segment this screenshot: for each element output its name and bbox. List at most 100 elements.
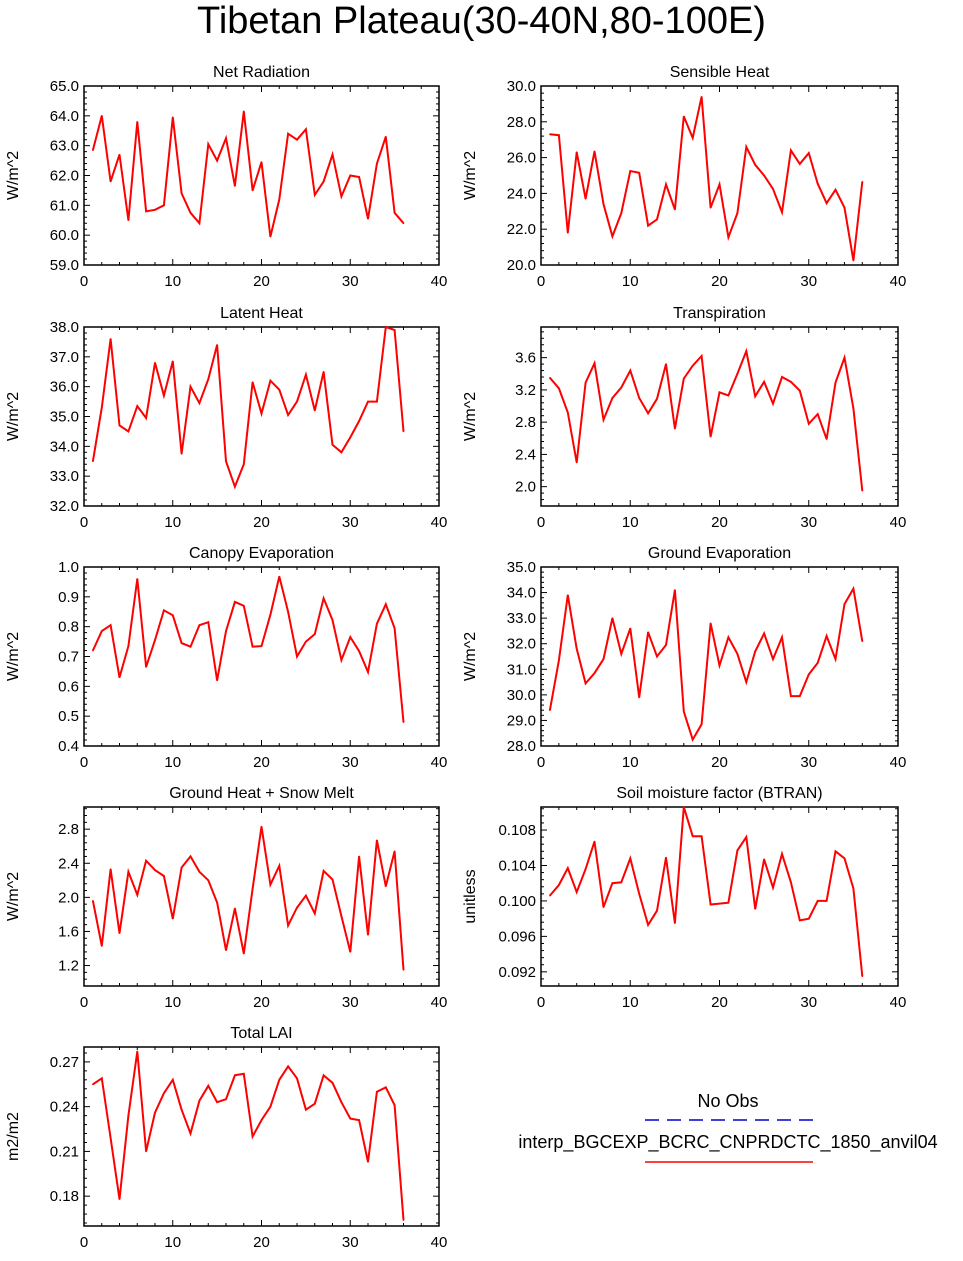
data-point	[825, 900, 828, 902]
data-point	[763, 632, 765, 635]
data-point	[384, 603, 387, 606]
panel-canopy-evaporation: Canopy Evaporation W/m^2 0 10 20 30 40 0.4 0.5 0.…	[5, 545, 447, 771]
y-tick-label: 63.0	[50, 138, 79, 155]
data-point	[736, 212, 739, 214]
data-point	[656, 218, 658, 221]
data-point	[145, 666, 147, 668]
data-point	[393, 329, 396, 331]
data-point	[313, 409, 316, 412]
data-point	[647, 924, 649, 926]
data-point	[340, 195, 343, 198]
data-point	[260, 645, 263, 647]
data-point	[754, 395, 756, 398]
data-point	[558, 387, 560, 390]
data-point	[638, 172, 640, 174]
data-point	[180, 642, 183, 644]
x-tick-label: 30	[800, 514, 817, 531]
data-point	[242, 463, 245, 466]
data-point	[305, 128, 307, 131]
y-tick-label: 22.0	[507, 221, 536, 238]
y-tick-label: 0.108	[498, 822, 536, 839]
x-tick-label: 0	[537, 994, 545, 1011]
data-point	[584, 381, 587, 384]
panel-title: Sensible Heat	[670, 64, 770, 81]
x-tick-label: 0	[537, 514, 545, 531]
x-tick-label: 30	[342, 1234, 359, 1251]
x-tick-label: 20	[253, 994, 270, 1011]
data-point	[305, 1108, 307, 1111]
x-tick-label: 20	[711, 994, 728, 1011]
data-point	[763, 381, 765, 383]
data-point	[834, 189, 837, 191]
y-tick-label: 24.0	[507, 185, 536, 202]
x-tick-label: 30	[800, 273, 817, 290]
data-point	[163, 875, 165, 877]
plot-frame	[83, 1046, 440, 1227]
data-point	[198, 222, 201, 225]
data-point	[843, 206, 846, 209]
data-point	[313, 194, 316, 196]
data-point	[109, 338, 112, 340]
data-point	[305, 373, 307, 376]
data-point	[207, 143, 210, 145]
data-point	[825, 635, 828, 637]
data-point	[180, 192, 183, 195]
data-point	[772, 886, 774, 889]
y-tick-label: 0.6	[58, 678, 79, 695]
y-tick-label: 0.21	[50, 1143, 79, 1160]
data-point	[807, 422, 810, 425]
data-point	[861, 975, 864, 978]
panel-transpiration: Transpiration W/m^2 0 10 20 30 40 2.0 2.4 2.8 3.2 3…	[462, 305, 906, 531]
data-point	[584, 682, 587, 685]
data-point	[216, 344, 218, 346]
data-point	[171, 360, 174, 363]
data-point	[674, 208, 676, 211]
y-tick-label: 20.0	[507, 257, 536, 274]
data-point	[620, 212, 623, 214]
data-point	[602, 658, 605, 660]
panel-title: Total LAI	[230, 1025, 292, 1042]
data-point	[736, 372, 739, 375]
panel-net-radiation: Net Radiation W/m^2 0 10 20 30 40 59.0 60.0 61.0 6…	[5, 64, 447, 290]
data-point	[322, 1074, 325, 1077]
y-tick-label: 36.0	[50, 379, 79, 396]
data-point	[331, 619, 334, 621]
y-tick-label: 65.0	[50, 78, 79, 95]
data-point	[691, 835, 694, 838]
data-point	[602, 418, 605, 421]
data-point	[727, 236, 730, 239]
data-point	[790, 695, 792, 697]
y-tick-label: 38.0	[50, 319, 79, 336]
data-point	[629, 369, 632, 372]
panel-total-lai: Total LAI m2/m2 0 10 20 30 40 0.18 0.21 0.24 0.27	[5, 1025, 447, 1251]
data-point	[136, 1050, 139, 1053]
y-tick-label: 2.8	[58, 821, 79, 838]
data-point	[145, 1150, 147, 1153]
data-point	[736, 653, 739, 655]
data-point	[100, 630, 103, 632]
x-tick-label: 30	[800, 994, 817, 1011]
data-point	[278, 1079, 281, 1081]
data-point	[100, 945, 103, 947]
data-point	[674, 922, 676, 924]
data-point	[629, 857, 632, 860]
panel-title: Canopy Evaporation	[189, 545, 334, 562]
data-point	[566, 867, 569, 869]
data-point	[349, 1117, 352, 1120]
data-point	[799, 389, 801, 392]
data-point	[118, 932, 121, 934]
y-tick-label: 0.7	[58, 649, 79, 666]
x-tick-label: 40	[890, 754, 907, 771]
x-tick-label: 40	[431, 994, 448, 1011]
series-line-canopy-evaporation	[91, 576, 405, 723]
data-point	[700, 95, 703, 98]
data-point	[180, 866, 183, 869]
data-point	[242, 110, 245, 113]
data-point	[145, 417, 147, 419]
x-tick-label: 40	[431, 273, 448, 290]
x-tick-label: 0	[537, 273, 545, 290]
y-tick-label: 3.2	[515, 382, 536, 399]
data-point	[376, 839, 378, 842]
data-point	[665, 644, 667, 646]
